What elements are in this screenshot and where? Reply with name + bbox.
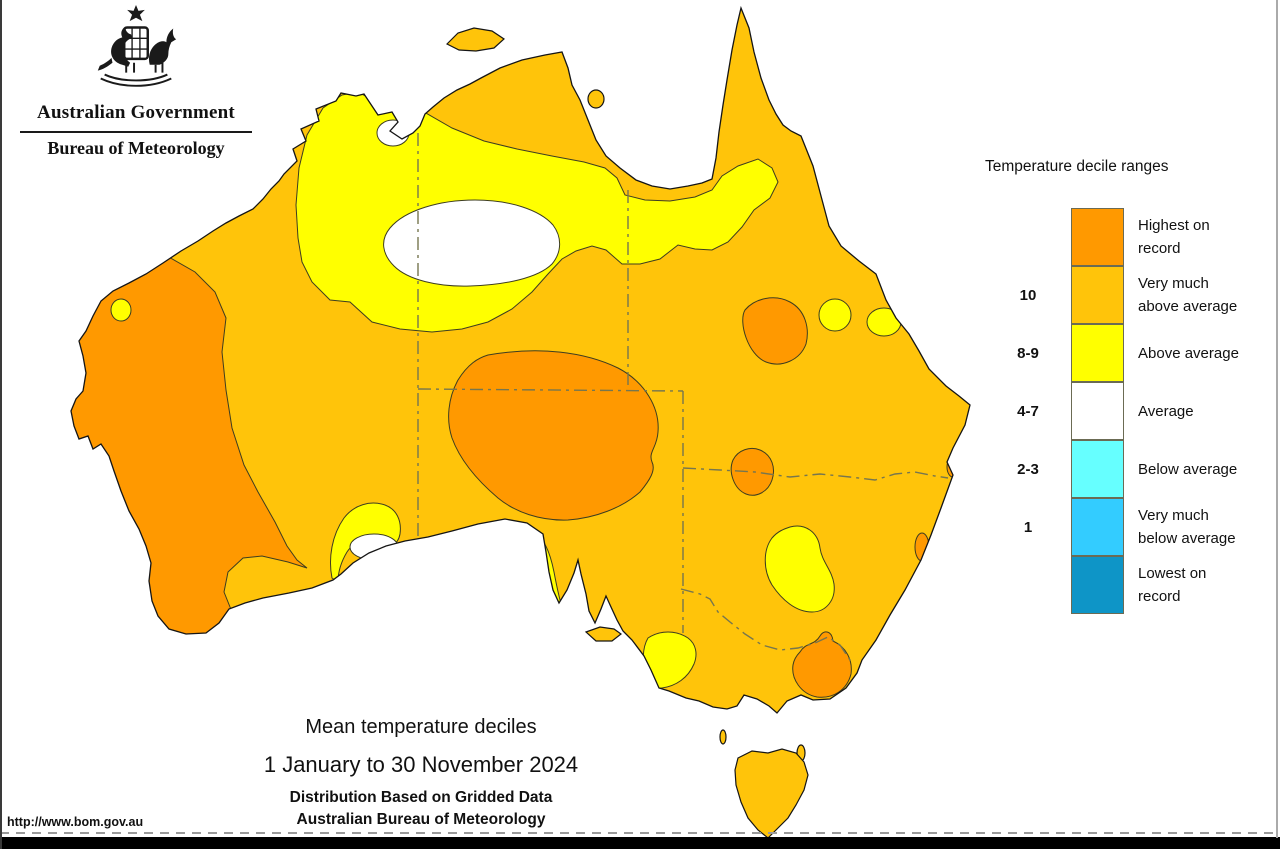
region-above-average-qld-spot-inland (818, 298, 852, 332)
legend-swatch-deciles4-7 (1071, 381, 1124, 440)
map-period: 1 January to 30 November 2024 (263, 752, 579, 777)
bottom-black-bar (0, 837, 1280, 849)
region-above-average-qld-spot-coast (866, 307, 902, 337)
legend-decile-label: 4-7 (1017, 402, 1039, 420)
region-highest-central-qld (742, 297, 808, 365)
legend-swatch-decile10 (1071, 265, 1124, 324)
legend-item-label: Above average (1138, 344, 1239, 362)
region-highest-gippsland (792, 631, 852, 698)
logo-government-text: Australian Government (20, 102, 252, 133)
legend-row-decile1: 1 Very much below average (985, 497, 1277, 556)
region-highest-central-australia (448, 350, 659, 521)
king-island (719, 729, 727, 745)
legend-row-deciles4-7: 4-7 Average (985, 381, 1277, 440)
groote-eylandt (587, 89, 605, 109)
map-subtitle-data: Distribution Based on Gridded Data (289, 789, 553, 806)
legend-decile-label: 2-3 (1017, 460, 1039, 478)
legend: Temperature decile ranges Highest on rec… (985, 158, 1277, 614)
footer-dotted-line (0, 832, 1280, 834)
legend-item-label: Lowest on record (1138, 565, 1207, 605)
legend-row-decile10: 10 Very much above average (985, 265, 1277, 324)
legend-swatch-deciles2-3 (1071, 439, 1124, 498)
tasmania (734, 748, 809, 839)
legend-row-highest: Highest on record (985, 207, 1277, 266)
region-average-tanami (383, 199, 561, 287)
map-subtitle-org: Australian Bureau of Meteorology (296, 811, 546, 828)
state-borders (417, 133, 949, 664)
legend-row-deciles2-3: 2-3 Below average (985, 439, 1277, 498)
region-above-average-nw-coast-dot (110, 298, 132, 322)
legend-item-label: Highest on record (1138, 217, 1210, 257)
tiwi-islands (445, 27, 505, 52)
region-above-average-central-nsw (764, 525, 835, 613)
legend-swatch-deciles8-9 (1071, 323, 1124, 382)
logo-bureau-text: Bureau of Meteorology (47, 138, 225, 158)
left-edge-line (0, 0, 2, 849)
kangaroo-island (584, 626, 623, 642)
islands (445, 27, 809, 839)
legend-item-label: Below average (1138, 460, 1238, 478)
region-above-average-esperance-ring (330, 502, 401, 583)
legend-swatch-lowest (1071, 555, 1124, 614)
legend-decile-label: 8-9 (1017, 344, 1039, 362)
right-edge-line (1276, 0, 1278, 838)
map-title: Mean temperature deciles (305, 716, 537, 738)
coat-of-arms-icon (97, 4, 177, 87)
bom-url: http://www.bom.gov.au (7, 815, 144, 829)
legend-swatch-decile1 (1071, 497, 1124, 556)
legend-row-deciles8-9: 8-9 Above average (985, 323, 1277, 382)
bom-logo: Australian Government Bureau of Meteorol… (20, 4, 252, 159)
region-highest-corner-country (730, 447, 774, 496)
legend-rows: Highest on record 10 Very much above ave… (985, 207, 1277, 614)
legend-swatch-highest (1071, 207, 1124, 266)
title-block: Mean temperature deciles 1 January to 30… (180, 716, 662, 829)
legend-decile-label: 1 (1023, 518, 1033, 536)
legend-title: Temperature decile ranges (985, 158, 1169, 175)
legend-item-label: Very much above average (1138, 275, 1238, 315)
legend-row-lowest: Lowest on record (985, 555, 1277, 614)
region-average-esperance-spot (349, 533, 399, 561)
legend-decile-label: 10 (1019, 286, 1037, 304)
legend-item-label: Average (1138, 402, 1194, 420)
legend-item-label: Very much below average (1138, 507, 1236, 547)
